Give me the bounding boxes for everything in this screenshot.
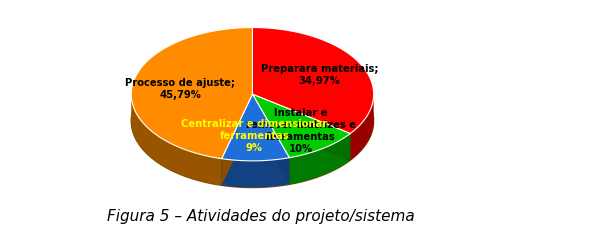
Polygon shape <box>131 27 252 159</box>
Text: Processo de ajuste;
45,79%: Processo de ajuste; 45,79% <box>125 78 235 100</box>
Text: Instalar e
remover matrizes e
ferramentas
10%: Instalar e remover matrizes e ferramenta… <box>245 108 356 154</box>
Polygon shape <box>222 94 252 185</box>
Text: Preparara materiais;
34,97%: Preparara materiais; 34,97% <box>261 64 378 86</box>
Polygon shape <box>252 94 350 160</box>
Polygon shape <box>222 158 289 188</box>
Polygon shape <box>252 94 289 184</box>
Polygon shape <box>350 94 374 160</box>
Polygon shape <box>252 27 374 134</box>
Text: Figura 5 – Atividades do projeto/sistema: Figura 5 – Atividades do projeto/sistema <box>108 209 415 224</box>
Polygon shape <box>252 94 289 184</box>
Polygon shape <box>252 94 350 160</box>
Polygon shape <box>289 134 350 184</box>
Polygon shape <box>252 94 350 158</box>
Polygon shape <box>131 54 374 188</box>
Text: Centralizar e dimensionar
ferramentas
9%: Centralizar e dimensionar ferramentas 9% <box>181 119 327 152</box>
Polygon shape <box>222 94 252 185</box>
Polygon shape <box>222 94 289 161</box>
Polygon shape <box>131 94 222 185</box>
